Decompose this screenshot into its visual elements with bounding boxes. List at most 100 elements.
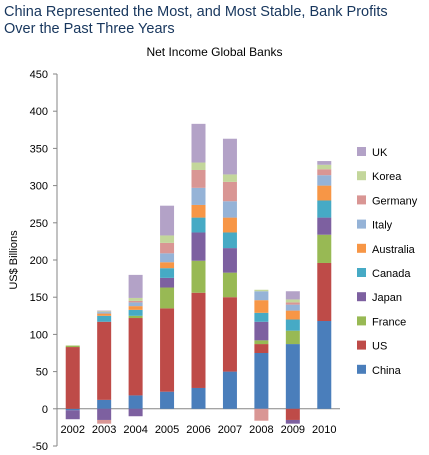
bar-segment-australia <box>254 300 269 313</box>
y-tick-label: 150 <box>30 292 48 304</box>
bar-segment-germany <box>317 169 332 176</box>
bar-segment-italy <box>160 253 175 263</box>
bar-segment-canada <box>222 232 237 249</box>
x-tick-label: 2007 <box>218 424 242 436</box>
bar-segment-korea <box>317 164 332 170</box>
bar-segment-france <box>254 340 269 345</box>
x-tick-label: 2006 <box>186 424 210 436</box>
bar-segment-uk <box>97 310 112 312</box>
y-tick-label: 100 <box>30 329 48 341</box>
bar-segment-korea <box>285 299 300 303</box>
x-tick-label: 2005 <box>155 424 179 436</box>
bar-segment-china <box>97 399 112 409</box>
legend-label-germany: Germany <box>372 195 418 207</box>
bar-segment-korea <box>128 297 143 301</box>
legend-label-canada: Canada <box>372 268 411 280</box>
x-tick-label: 2004 <box>123 424 147 436</box>
y-tick-label: 0 <box>42 404 48 416</box>
legend-swatch-korea <box>357 171 366 181</box>
bar-segment-korea <box>160 235 175 243</box>
bar-segment-germany <box>128 300 143 303</box>
legend-swatch-germany <box>357 195 366 205</box>
bar-segment-france <box>128 315 143 319</box>
y-tick-label: 50 <box>36 367 48 379</box>
bar-segment-us <box>128 318 143 396</box>
x-tick-label: 2002 <box>60 424 84 436</box>
bar-segment-australia <box>285 310 300 320</box>
bar-segment-canada <box>285 319 300 331</box>
legend-swatch-canada <box>357 268 366 277</box>
x-tick-label: 2010 <box>312 424 336 436</box>
bar-segment-italy <box>254 291 269 301</box>
bar-segment-japan <box>97 408 112 420</box>
legend-swatch-japan <box>357 292 366 302</box>
x-tick-label: 2009 <box>281 424 305 436</box>
bar-segment-australia <box>222 217 237 233</box>
bar-segment-uk <box>317 161 332 165</box>
bar-segment-germany <box>97 419 112 424</box>
bar-segment-china <box>222 371 237 409</box>
bar-segment-canada <box>191 217 206 233</box>
bar-segment-france <box>285 330 300 345</box>
bar-segment-china <box>317 321 332 409</box>
y-tick-label: 400 <box>30 106 48 118</box>
bar-segment-germany <box>285 302 300 305</box>
bar-segment-china <box>160 391 175 409</box>
bar-segment-italy <box>191 187 206 205</box>
legend-swatch-uk <box>357 147 366 156</box>
bars-group <box>65 123 332 424</box>
bar-segment-us <box>317 262 332 322</box>
bar-segment-uk <box>285 291 300 300</box>
bar-segment-us <box>222 297 237 372</box>
bar-segment-china <box>65 408 80 411</box>
bar-segment-uk <box>191 123 206 163</box>
headline-line-1: China Represented the Most, and Most Sta… <box>4 4 388 20</box>
bar-segment-japan <box>191 232 206 261</box>
bar-segment-italy <box>222 201 237 218</box>
bar-segment-germany <box>254 408 269 421</box>
legend-swatch-china <box>357 364 366 374</box>
legend-label-france: France <box>372 316 406 328</box>
x-tick-label: 2003 <box>92 424 116 436</box>
bar-segment-korea <box>222 174 237 182</box>
bar-segment-france <box>222 272 237 298</box>
chart-title: Net Income Global Banks <box>146 45 283 59</box>
bar-segment-us <box>97 321 112 400</box>
bar-segment-us <box>65 347 80 409</box>
bar-segment-japan <box>160 277 175 288</box>
bar-segment-australia <box>317 185 332 201</box>
legend-label-us: US <box>372 341 387 353</box>
bar-segment-france <box>160 287 175 309</box>
legend-label-italy: Italy <box>372 220 393 232</box>
bar-segment-canada <box>317 200 332 218</box>
bar-segment-japan <box>128 408 143 417</box>
legend-label-australia: Australia <box>372 244 416 256</box>
bar-segment-australia <box>160 262 175 269</box>
bar-segment-china <box>191 387 206 409</box>
bar-segment-germany <box>191 169 206 188</box>
y-tick-label: 250 <box>30 218 48 230</box>
bar-segment-canada <box>128 309 143 316</box>
bar-segment-japan <box>65 410 80 420</box>
bar-segment-uk <box>160 205 175 236</box>
bar-segment-korea <box>254 289 269 292</box>
headline: China Represented the Most, and Most Sta… <box>4 4 424 38</box>
legend-swatch-france <box>357 316 366 326</box>
bar-segment-uk <box>222 138 237 175</box>
x-tick-label: 2008 <box>249 424 273 436</box>
bar-segment-australia <box>97 313 112 316</box>
y-tick-label: 450 <box>30 69 48 81</box>
y-tick-label: 350 <box>30 143 48 155</box>
bar-segment-china <box>254 353 269 409</box>
legend-swatch-us <box>357 340 366 350</box>
bar-segment-italy <box>317 175 332 186</box>
axes-group: -50 0 50 100 150 200 250 300 350 400 450 2002 2003 20… <box>30 69 340 453</box>
bar-segment-us <box>285 408 300 420</box>
bar-segment-japan <box>222 248 237 273</box>
legend-label-korea: Korea <box>372 171 402 183</box>
bar-segment-germany <box>222 181 237 202</box>
bar-segment-france <box>65 345 80 348</box>
bar-segment-italy <box>285 304 300 311</box>
bar-segment-canada <box>254 312 269 322</box>
